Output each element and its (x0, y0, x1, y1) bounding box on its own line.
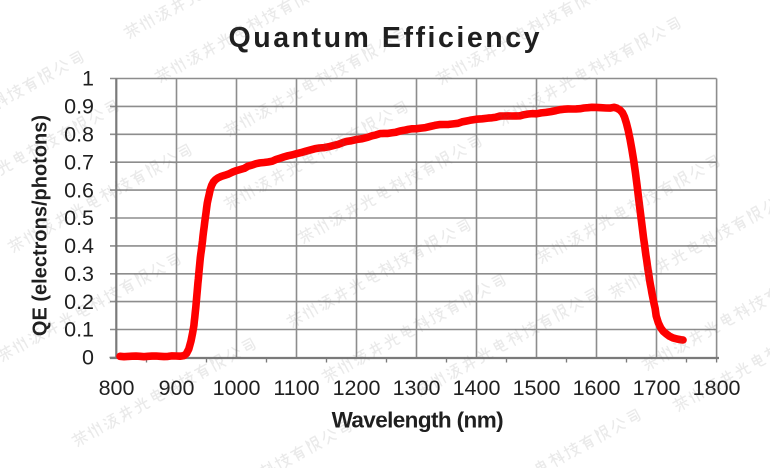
svg-text:Wavelength (nm): Wavelength (nm) (332, 407, 504, 432)
svg-text:1500: 1500 (513, 376, 561, 400)
svg-text:0.1: 0.1 (64, 318, 94, 342)
svg-text:800: 800 (99, 376, 135, 400)
svg-text:1200: 1200 (333, 376, 381, 400)
svg-text:0.7: 0.7 (64, 150, 94, 174)
svg-text:1: 1 (82, 67, 94, 91)
svg-text:0.3: 0.3 (64, 262, 94, 286)
svg-text:0.4: 0.4 (64, 234, 94, 258)
svg-text:0: 0 (82, 346, 94, 370)
svg-text:1600: 1600 (573, 376, 621, 400)
svg-text:0.5: 0.5 (64, 206, 94, 230)
svg-text:1400: 1400 (453, 376, 501, 400)
svg-text:0.9: 0.9 (64, 95, 94, 119)
svg-text:1100: 1100 (273, 376, 319, 400)
svg-text:1000: 1000 (213, 376, 261, 400)
svg-text:1700: 1700 (633, 376, 681, 400)
